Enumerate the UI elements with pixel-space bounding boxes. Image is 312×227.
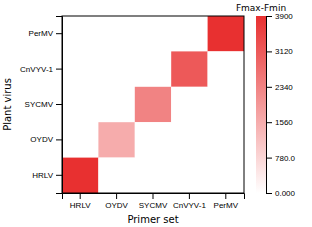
x-tick-mark [116, 193, 117, 199]
cell [62, 158, 98, 193]
y-tick: HRLV [32, 171, 62, 180]
cell [135, 51, 171, 86]
y-tick-label: OYDV [30, 135, 53, 144]
cell [98, 122, 134, 157]
colorbar-tick-label: 3900 [275, 12, 293, 21]
cell [62, 87, 98, 122]
y-tick-mark [56, 104, 62, 105]
colorbar-tick-mark [266, 122, 272, 123]
cell [208, 16, 244, 51]
cell [171, 87, 207, 122]
cell [171, 158, 207, 193]
colorbar-tick-mark [266, 87, 272, 88]
colorbar-tick-mark [266, 158, 272, 159]
colorbar-tick-label: 780.0 [275, 154, 296, 163]
x-axis-title: Primer set [127, 214, 178, 225]
colorbar-axis-line [267, 17, 273, 194]
y-tick-label: CnVYV-1 [20, 65, 53, 74]
colorbar-tick-label: 0.000 [275, 189, 296, 198]
y-tick-label: PerMV [29, 29, 54, 38]
cell [135, 16, 171, 51]
cell [208, 51, 244, 86]
x-axis-line [63, 194, 245, 200]
x-tick-label: SYCMV [139, 201, 168, 210]
x-tick-label: PerMV [214, 201, 239, 210]
colorbar-axis: 0.000 780.0 1560 2340 3120 3900 [266, 12, 296, 198]
cell [208, 158, 244, 193]
colorbar-tick: 2340 [266, 83, 293, 92]
cell [171, 16, 207, 51]
y-tick-label: HRLV [32, 171, 53, 180]
colorbar-tick: 3120 [266, 47, 293, 56]
cell [208, 122, 244, 157]
x-tick-mark [225, 193, 226, 199]
cell [98, 16, 134, 51]
x-tick: OYDV [105, 193, 128, 210]
cell [62, 51, 98, 86]
x-tick-mark [189, 193, 190, 199]
x-tick-label: HRLV [70, 201, 91, 210]
chart: HRLV OYDV SYCMV CnVYV-1 PerMV PerMV CnVYV-1 SYC… [0, 0, 312, 227]
colorbar-tick-mark [266, 51, 272, 52]
colorbar-tick: 1560 [266, 118, 293, 127]
colorbar-tick: 0.000 [266, 189, 296, 198]
y-tick-mark [56, 69, 62, 70]
colorbar [256, 16, 266, 193]
x-tick: PerMV [214, 193, 239, 210]
x-tick-label: OYDV [105, 201, 128, 210]
y-tick: OYDV [30, 135, 62, 144]
y-tick: CnVYV-1 [20, 65, 62, 74]
cell [62, 122, 98, 157]
cell [98, 87, 134, 122]
plot-frame [62, 16, 244, 193]
colorbar-title: Fmax-Fmin [236, 3, 286, 13]
colorbar-tick-mark [266, 16, 272, 17]
cell [171, 122, 207, 157]
colorbar-tick-label: 3120 [275, 47, 293, 56]
y-axis-title: Plant virus [2, 78, 13, 131]
colorbar-tick: 780.0 [266, 154, 296, 163]
y-tick-mark [56, 33, 62, 34]
cell [98, 158, 134, 193]
y-tick: SYCMV [25, 100, 62, 109]
cell [62, 16, 98, 51]
y-axis: PerMV CnVYV-1 SYCMV OYDV HRLV [20, 17, 62, 194]
x-tick-label: CnVYV-1 [173, 201, 206, 210]
colorbar-tick-mark [266, 193, 272, 194]
cell [135, 122, 171, 157]
plot-area [62, 16, 244, 193]
colorbar-tick-label: 2340 [275, 83, 293, 92]
cell [98, 51, 134, 86]
y-tick-label: SYCMV [25, 100, 54, 109]
cell [208, 87, 244, 122]
x-tick-mark [80, 193, 81, 199]
cell [135, 158, 171, 193]
colorbar-tick-label: 1560 [275, 118, 293, 127]
x-tick: HRLV [70, 193, 91, 210]
x-axis: HRLV OYDV SYCMV CnVYV-1 PerMV [63, 193, 245, 210]
cell [171, 51, 207, 86]
y-tick-mark [56, 175, 62, 176]
x-tick-mark [153, 193, 154, 199]
x-tick: CnVYV-1 [173, 193, 206, 210]
y-tick-mark [56, 139, 62, 140]
y-tick: PerMV [29, 29, 62, 38]
colorbar-tick: 3900 [266, 12, 293, 21]
x-tick: SYCMV [139, 193, 168, 210]
cell [135, 87, 171, 122]
